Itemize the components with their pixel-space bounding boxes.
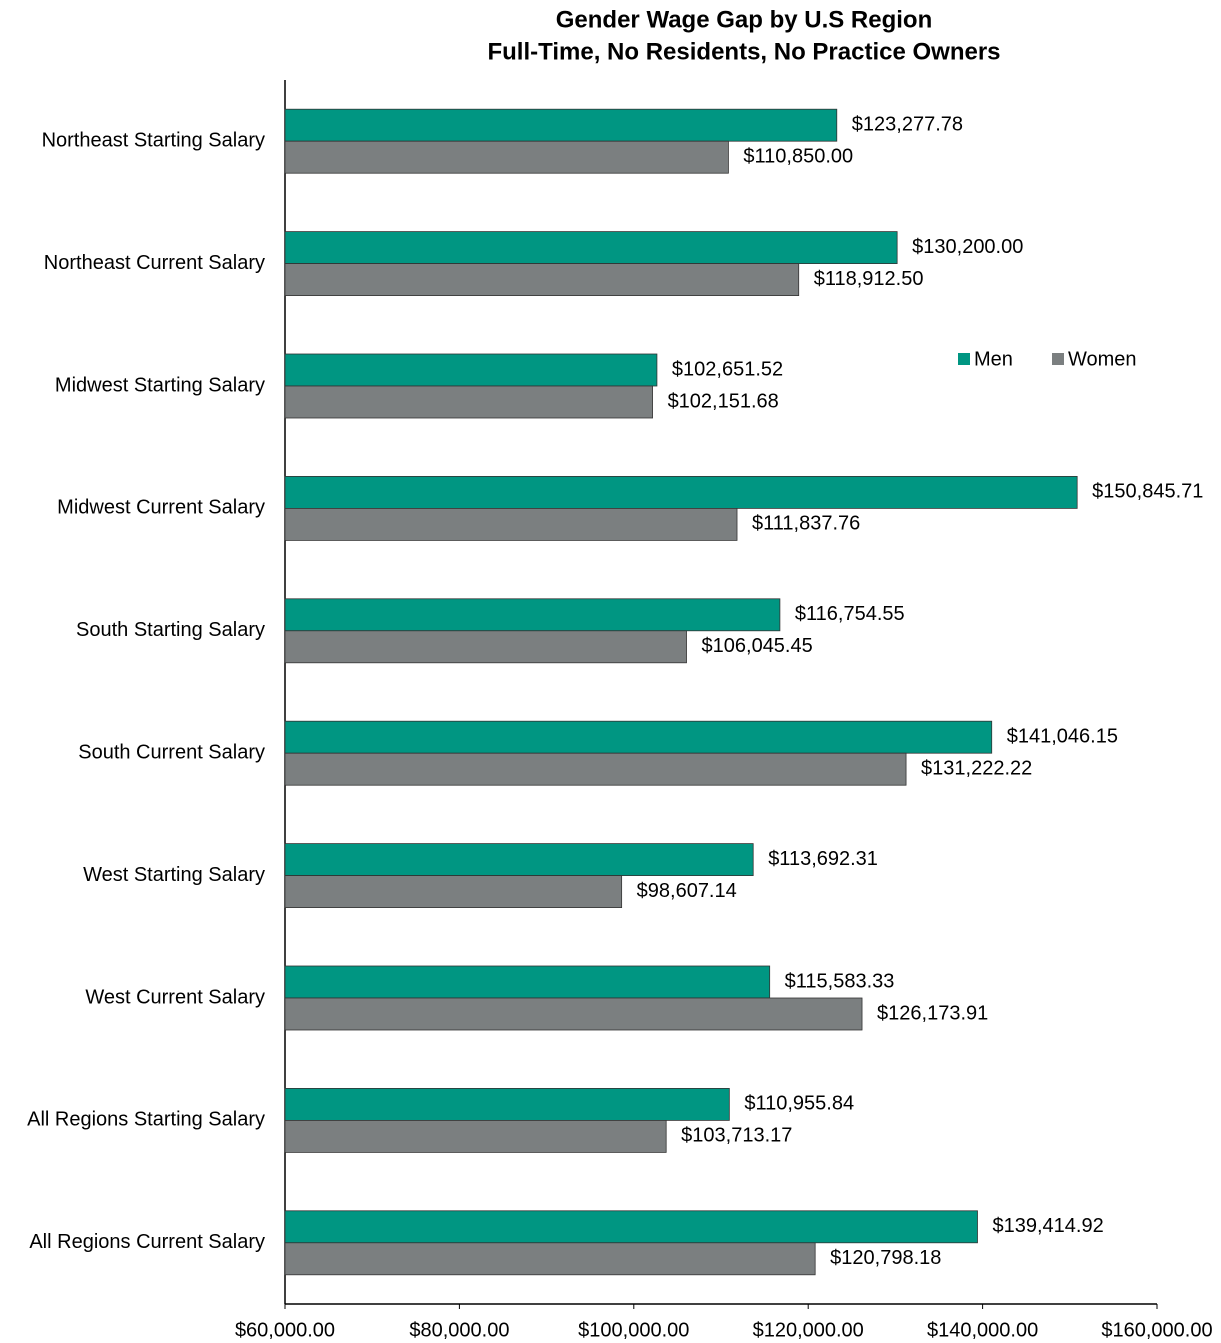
data-label: $116,754.55 — [795, 603, 905, 625]
data-label: $115,583.33 — [785, 970, 895, 992]
y-tick-label: South Current Salary — [78, 741, 265, 763]
data-label: $98,607.14 — [637, 880, 737, 902]
bar — [284, 598, 781, 632]
bar — [284, 475, 1078, 509]
bar — [284, 353, 658, 387]
bar — [284, 875, 623, 908]
bar — [284, 263, 800, 297]
chart-title: Gender Wage Gap by U.S Region — [556, 6, 933, 33]
bar — [284, 720, 993, 754]
bar — [284, 231, 898, 265]
chart-subtitle: Full-Time, No Residents, No Practice Own… — [487, 38, 1000, 65]
bar — [284, 108, 838, 142]
data-label: $113,692.31 — [768, 848, 878, 870]
bar — [284, 1210, 978, 1244]
bar — [284, 1242, 816, 1276]
legend-label: Men — [974, 348, 1013, 370]
data-label: $139,414.92 — [992, 1215, 1103, 1237]
bar — [284, 1088, 730, 1121]
bar — [284, 630, 687, 664]
x-tick-label: $120,000.00 — [753, 1319, 864, 1341]
y-tick-label: West Current Salary — [85, 986, 265, 1008]
x-tick-label: $80,000.00 — [409, 1319, 509, 1341]
data-label: $103,713.17 — [681, 1125, 792, 1147]
data-label: $110,955.84 — [744, 1093, 854, 1115]
y-tick-label: Midwest Current Salary — [57, 497, 265, 519]
data-label: $130,200.00 — [912, 236, 1023, 258]
bar — [284, 752, 907, 786]
data-label: $102,151.68 — [668, 390, 779, 412]
y-tick-label: Midwest Starting Salary — [55, 374, 265, 396]
bar — [284, 965, 771, 999]
data-label: $110,850.00 — [743, 145, 853, 167]
y-tick-label: South Starting Salary — [76, 619, 265, 641]
data-label: $150,845.71 — [1092, 481, 1203, 503]
bar — [284, 507, 738, 541]
x-tick-label: $140,000.00 — [927, 1319, 1038, 1341]
data-label: $120,798.18 — [830, 1247, 941, 1269]
data-label: $123,277.78 — [852, 113, 963, 135]
data-label: $131,222.22 — [921, 757, 1032, 779]
bar — [284, 1120, 667, 1153]
data-label: $102,651.52 — [672, 358, 783, 380]
bar — [284, 385, 653, 419]
bar — [284, 843, 754, 876]
legend-swatch — [958, 353, 970, 365]
data-label: $118,912.50 — [814, 268, 924, 290]
legend-swatch — [1052, 353, 1064, 365]
data-label: $126,173.91 — [877, 1002, 988, 1024]
y-tick-label: All Regions Current Salary — [29, 1231, 265, 1253]
y-tick-label: Northeast Current Salary — [44, 252, 265, 274]
bar — [284, 140, 729, 174]
data-label: $141,046.15 — [1007, 725, 1118, 747]
x-tick-label: $160,000.00 — [1101, 1319, 1212, 1341]
data-label: $111,837.76 — [752, 513, 860, 535]
x-tick-label: $100,000.00 — [578, 1319, 689, 1341]
y-tick-label: West Starting Salary — [83, 864, 265, 886]
x-tick-label: $60,000.00 — [235, 1319, 335, 1341]
y-tick-label: Northeast Starting Salary — [42, 129, 265, 151]
data-label: $106,045.45 — [702, 635, 813, 657]
bar — [284, 997, 863, 1031]
legend-label: Women — [1068, 348, 1137, 370]
y-tick-label: All Regions Starting Salary — [27, 1109, 265, 1131]
